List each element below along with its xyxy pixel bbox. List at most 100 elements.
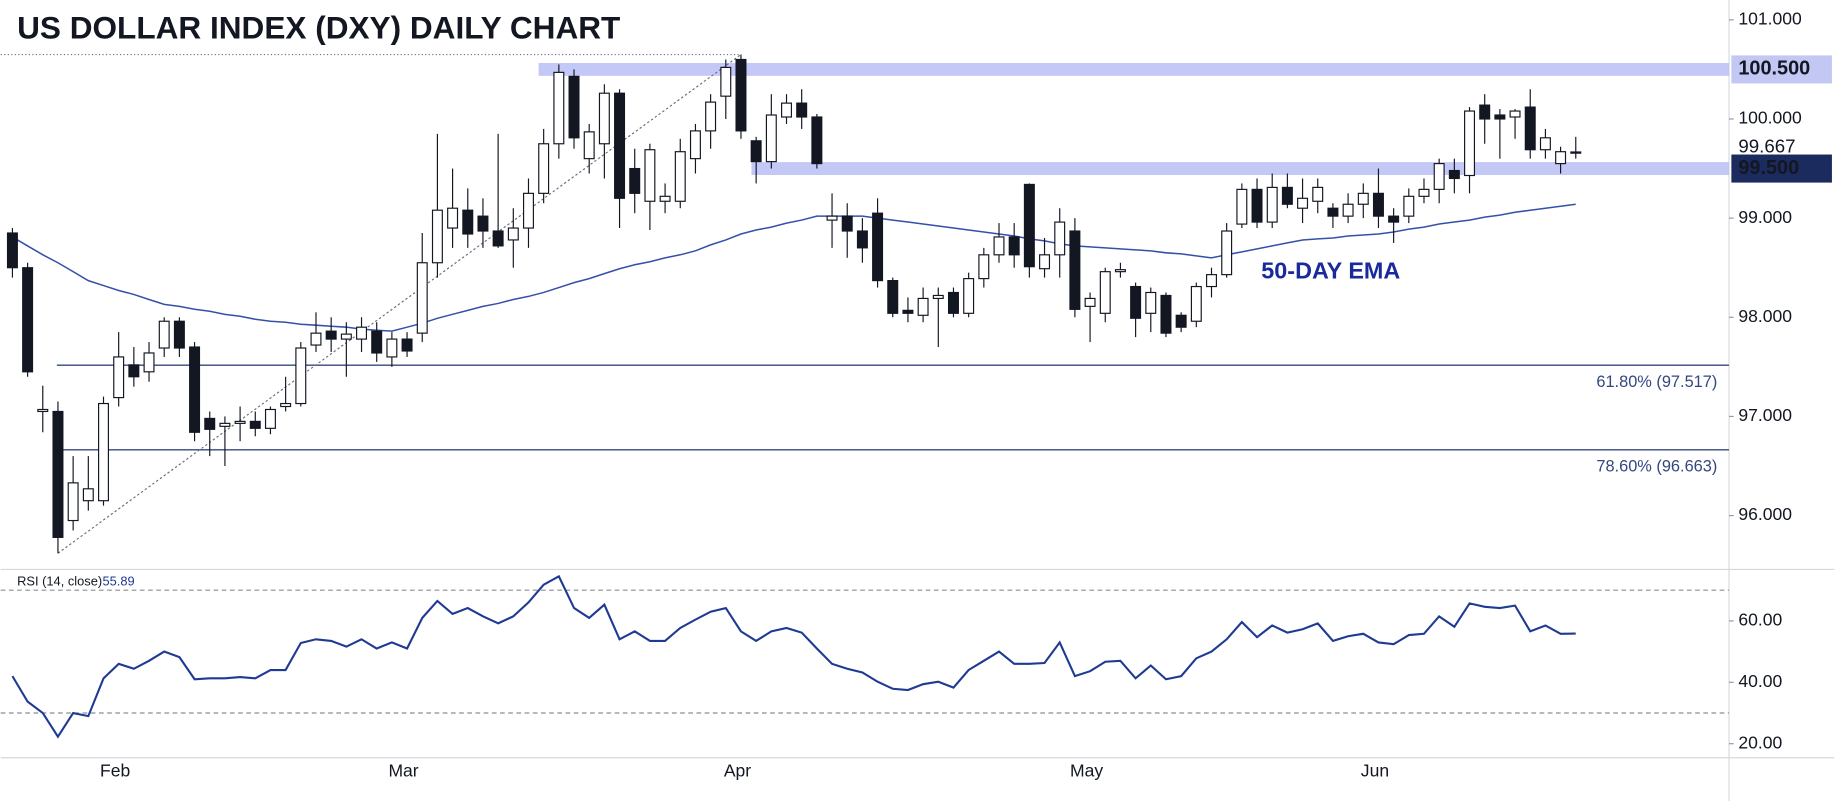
candle-body [22,267,34,373]
candle-body [932,294,944,300]
y-tick-label: 96.000 [1738,504,1792,524]
fib-label: 78.60% (96.663) [1596,458,1717,476]
candle-body [37,408,49,413]
candle-body [219,422,231,427]
rsi-tick-label: 20.00 [1738,732,1782,752]
candle-body [553,71,565,145]
candle-body [295,347,307,405]
candle-body [1160,294,1172,334]
candle-body [401,338,413,352]
candle-body [310,332,322,346]
rsi-last-value: 55.89 [102,574,134,589]
candle-body [735,58,747,132]
candle-body [1342,203,1354,217]
candle-body [765,114,777,163]
candle-body [1114,269,1126,273]
chart-title: US DOLLAR INDEX (DXY) DAILY CHART [17,10,620,46]
candle-body [158,320,170,349]
candle-body [264,408,276,429]
x-tick-label: Apr [724,760,751,780]
fib-label: 61.80% (97.517) [1596,373,1717,391]
rsi-tick-label: 40.00 [1738,671,1782,691]
candle-body [750,140,762,163]
candle-body [781,102,793,118]
candle-body [522,192,534,229]
candle-body [568,75,580,139]
candle-body [1221,230,1233,276]
candle-body [189,346,201,433]
candle-body [1433,163,1445,190]
y-tick-label: 97.000 [1738,405,1792,425]
level-label: 100.500 [1738,58,1810,80]
candle-body [340,333,352,340]
candle-body [1175,314,1187,328]
candle-body [1084,297,1096,307]
candle-body [872,212,884,282]
candle-body [1069,230,1081,310]
candle-body [1494,114,1506,120]
candle-body [507,227,519,241]
candle-body [1145,291,1157,314]
candle-body [689,130,701,160]
candle-body [1039,254,1051,270]
candle-body [826,215,838,221]
rsi-line [11,574,1576,739]
x-tick-label: May [1070,760,1103,780]
candle-body [143,352,155,373]
candle-body [1099,271,1111,314]
candle-body [128,364,140,378]
candle-body [416,262,428,334]
candle-body [249,420,261,429]
candle-body [1251,188,1263,223]
candle-body [1372,192,1384,217]
candle-body [280,402,292,408]
level-band [538,62,1730,76]
candle-body [477,215,489,232]
candle-body [917,297,929,316]
candle-body [1509,110,1521,118]
candle-body [1570,151,1582,154]
candle-body [1327,207,1339,217]
candle-body [1312,186,1324,202]
y-tick-label: 99.000 [1738,207,1792,227]
candle-body [978,254,990,280]
candle-body [325,330,337,340]
candle-body [796,102,808,118]
candle-body [492,230,504,247]
candle-body [204,417,216,430]
y-tick-label: 100.000 [1738,108,1802,128]
candle-body [1539,137,1551,151]
ema-line [12,203,1576,332]
candle-body [644,149,656,202]
candle-body [173,320,185,349]
x-tick-label: Mar [388,760,418,780]
y-tick-label: 98.000 [1738,306,1792,326]
fib-trend-line [57,54,742,554]
candle-body [963,278,975,314]
candle-body [6,232,18,269]
candle-body [1388,215,1400,223]
level-band [751,162,1730,175]
candle-body [1190,285,1202,322]
candle-body [52,410,64,538]
candle-body [1281,186,1293,205]
candle-body [598,92,610,145]
candle-body [1297,197,1309,209]
level-label-box [1731,154,1832,183]
candle-body [811,116,823,165]
candle-body [1130,285,1142,319]
x-tick-label: Feb [100,760,130,780]
candle-body [447,207,459,229]
last-price-label: 99.667 [1738,135,1795,156]
candle-body [887,280,899,314]
y-tick-label: 101.000 [1738,8,1802,28]
candle-body [1464,110,1476,177]
candle-body [841,215,853,232]
candle-body [67,482,79,522]
candle-body [614,92,626,199]
candle-body [629,167,641,194]
candle-body [356,326,368,340]
candle-body [1524,106,1536,151]
candle-body [1054,221,1066,256]
